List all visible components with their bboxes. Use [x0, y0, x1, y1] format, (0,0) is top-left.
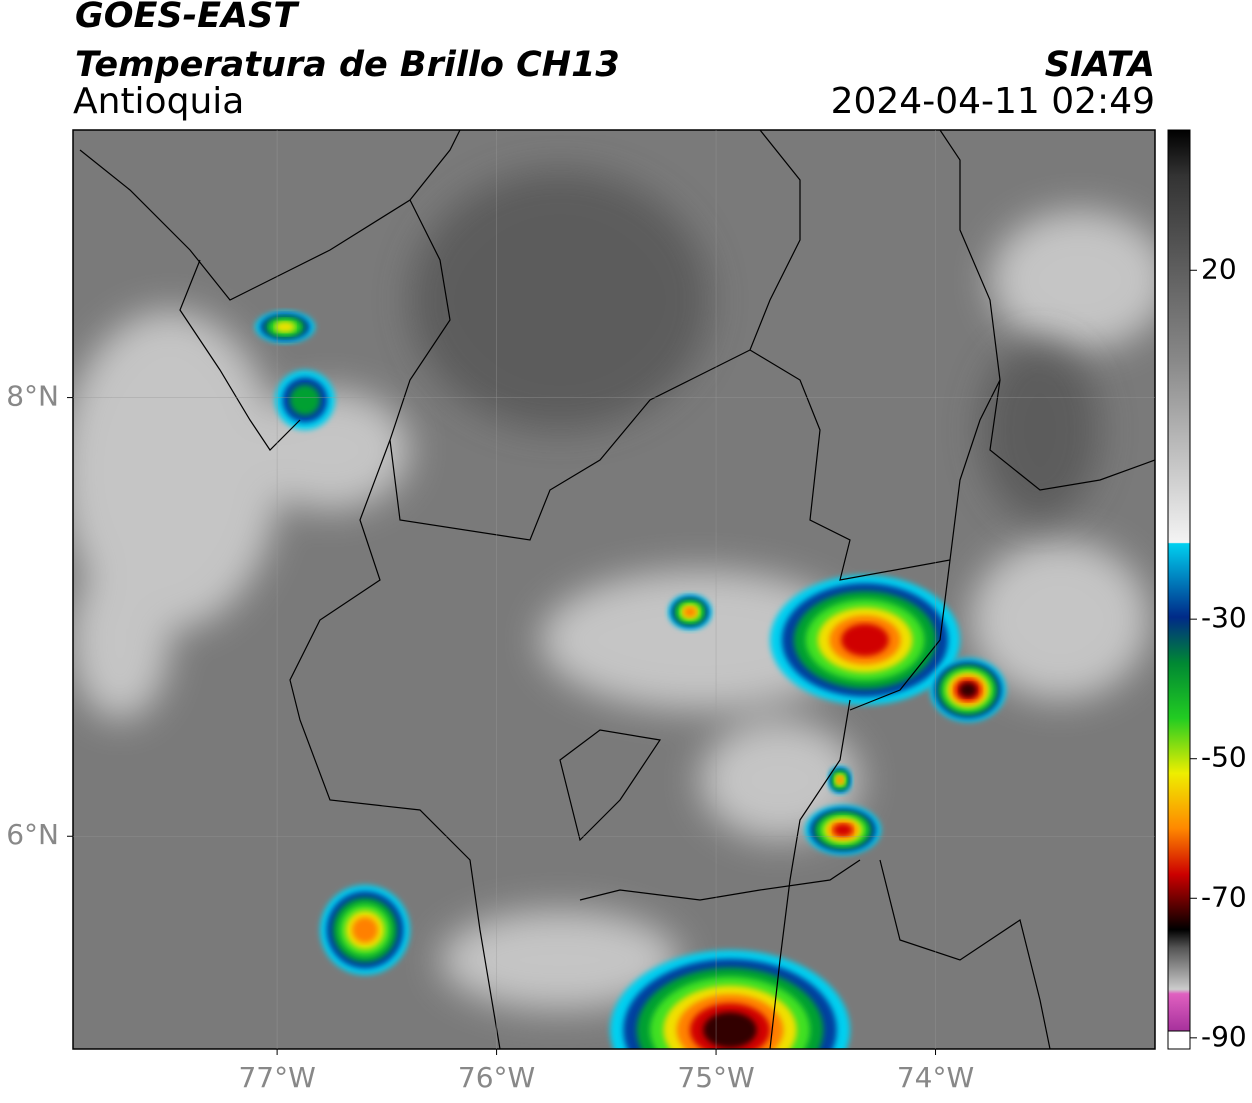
storm-cell: [275, 321, 295, 333]
storm-cell: [683, 606, 697, 618]
colorbar: [1167, 129, 1191, 1050]
map-image: [73, 130, 1155, 1049]
source: SIATA: [1045, 45, 1155, 85]
storm-cell: [841, 623, 889, 657]
y-tick-label: 6°N: [6, 818, 59, 851]
colorbar-label: -50: [1201, 741, 1247, 774]
x-tick-label: 74°W: [897, 1061, 974, 1094]
colorbar-label: -30: [1201, 601, 1247, 634]
storm-cell: [836, 776, 844, 784]
storm-cell: [959, 682, 977, 698]
subtitle: Temperatura de Brillo CH13: [75, 45, 620, 85]
colorbar-label: 20: [1201, 252, 1237, 285]
x-tick-label: 77°W: [238, 1061, 315, 1094]
storm-cell: [352, 917, 378, 943]
storm-cell: [290, 385, 320, 415]
colorbar-label: -90: [1201, 1020, 1247, 1053]
map-frame: [72, 129, 1156, 1050]
x-tick-label: 76°W: [458, 1061, 535, 1094]
y-tick-label: 8°N: [6, 380, 59, 413]
title: GOES-EAST: [75, 0, 300, 36]
storm-cell: [703, 1012, 757, 1048]
storm-cell: [833, 823, 853, 837]
colorbar-label: -70: [1201, 880, 1247, 913]
region: Antioquia: [73, 81, 244, 122]
x-tick-label: 75°W: [677, 1061, 754, 1094]
datetime: 2024-04-11 02:49: [831, 81, 1155, 122]
colorbar-under: [1167, 1030, 1191, 1050]
